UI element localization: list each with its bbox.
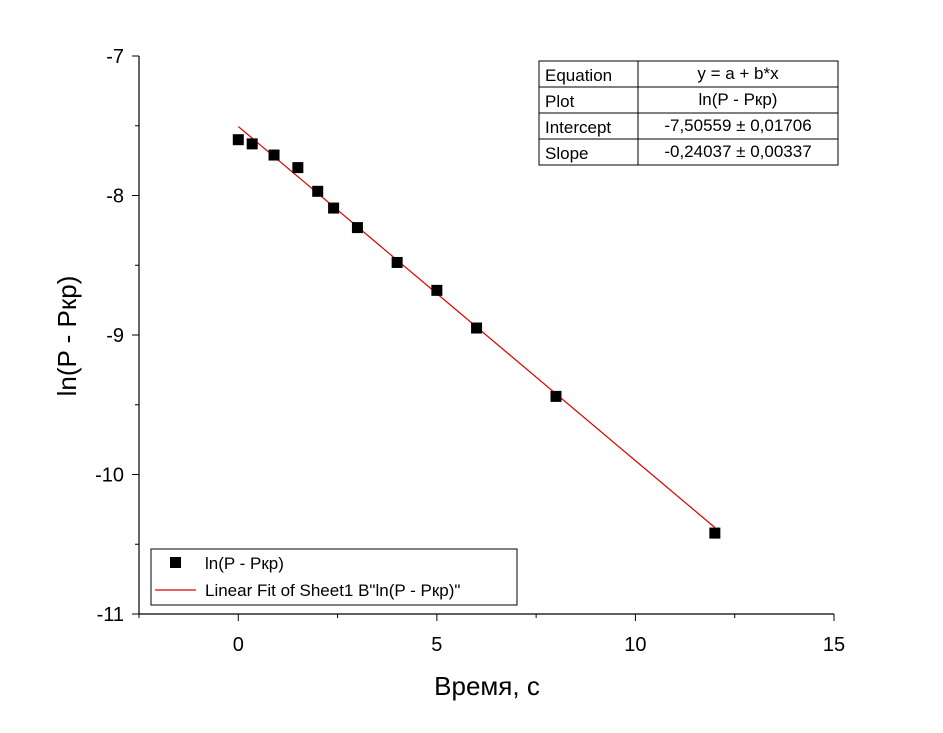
y-tick-label: -11 bbox=[97, 604, 124, 626]
y-tick-label: -9 bbox=[106, 325, 124, 347]
x-axis-title: Время, с bbox=[434, 671, 540, 701]
axes: 0 5 10 15 -7 -8 -9 -10 -11 bbox=[95, 46, 845, 656]
x-tick-label: 0 bbox=[233, 634, 244, 656]
legend: ln(P - Pкр) Linear Fit of Sheet1 B"ln(P … bbox=[150, 548, 518, 606]
data-point bbox=[292, 162, 304, 174]
x-tick-label: 15 bbox=[823, 634, 845, 656]
data-point bbox=[550, 390, 562, 402]
data-point bbox=[232, 134, 244, 146]
data-point bbox=[391, 256, 403, 268]
y-tick-label: -8 bbox=[106, 186, 124, 208]
data-point bbox=[431, 284, 443, 296]
stats-value-plot: ln(P - Pкр) bbox=[699, 90, 778, 109]
legend-label-scatter: ln(P - Pкр) bbox=[205, 554, 284, 573]
scatter-points-layer bbox=[232, 134, 721, 539]
x-tick-label: 5 bbox=[431, 634, 442, 656]
legend-marker-square bbox=[170, 557, 181, 568]
data-point bbox=[471, 322, 483, 334]
x-tick-label: 10 bbox=[624, 634, 646, 656]
stats-table: Equation y = a + b*x Plot ln(P - Pкр) In… bbox=[538, 60, 839, 166]
legend-label-fit: Linear Fit of Sheet1 B"ln(P - Pкр)" bbox=[205, 581, 460, 600]
legend-border bbox=[150, 548, 518, 606]
data-point bbox=[328, 202, 340, 214]
stats-value-slope: -0,24037 ± 0,00337 bbox=[664, 142, 811, 161]
stats-label-intercept: Intercept bbox=[545, 118, 611, 137]
stats-value-intercept: -7,50559 ± 0,01706 bbox=[664, 116, 811, 135]
stats-label-equation: Equation bbox=[545, 66, 612, 85]
data-point bbox=[246, 138, 258, 150]
y-tick-label: -7 bbox=[106, 46, 124, 68]
data-point bbox=[351, 222, 363, 234]
data-point bbox=[709, 527, 721, 539]
data-point bbox=[312, 185, 324, 197]
stats-label-plot: Plot bbox=[545, 92, 575, 111]
y-tick-label: -10 bbox=[95, 465, 124, 487]
stats-value-equation: y = a + b*x bbox=[697, 64, 779, 83]
data-point bbox=[268, 149, 280, 161]
y-axis-title: ln(P - Pкр) bbox=[52, 276, 82, 397]
stats-label-slope: Slope bbox=[545, 144, 588, 163]
